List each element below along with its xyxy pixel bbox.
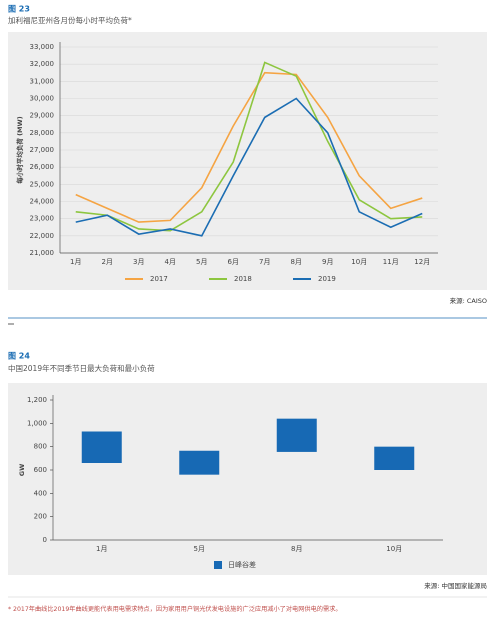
y-tick-label: 24,000 [30, 198, 55, 206]
x-tick-label: 8月 [291, 258, 302, 266]
y-tick-label: 400 [34, 489, 47, 497]
y-tick-label: 25,000 [30, 180, 55, 188]
x-tick-label: 3月 [133, 258, 144, 266]
legend-label: 2017 [150, 275, 168, 283]
x-tick-label: 6月 [228, 258, 239, 266]
x-tick-label: 4月 [165, 258, 176, 266]
figure-label: 图 24 [8, 352, 30, 361]
figure-label: 图 23 [8, 5, 30, 14]
y-tick-label: 1,000 [27, 419, 47, 427]
y-tick-label: 32,000 [30, 60, 55, 68]
legend-label: 2019 [318, 275, 336, 283]
y-tick-label: 27,000 [30, 146, 55, 154]
y-tick-label: 0 [43, 536, 47, 544]
chart-title: 加利福尼亚州各月份每小时平均负荷* [8, 15, 132, 25]
source: 来源: CAISO [450, 296, 487, 305]
range-bar [179, 450, 220, 475]
x-tick-label: 1月 [96, 545, 107, 553]
y-tick-label: 26,000 [30, 163, 55, 171]
x-tick-label: 1月 [70, 258, 81, 266]
y-tick-label: 21,000 [30, 249, 55, 257]
x-tick-label: 7月 [259, 258, 270, 266]
y-axis-label: GW [18, 464, 26, 477]
y-tick-label: 600 [34, 466, 47, 474]
y-tick-label: 800 [34, 443, 47, 451]
y-tick-label: 1,200 [27, 396, 47, 404]
x-tick-label: 8月 [291, 545, 302, 553]
legend-label: 2018 [234, 275, 252, 283]
y-axis-label: 每小时平均负荷 (MW) [15, 116, 24, 183]
legend-swatch [214, 561, 222, 569]
y-tick-label: 200 [34, 513, 47, 521]
footnote: * 2017年曲线比2019年曲线更能代表用电需求特点，因为家用用户铜光伏发电设… [8, 605, 342, 613]
y-tick-label: 31,000 [30, 77, 55, 85]
x-tick-label: 2月 [102, 258, 113, 266]
range-bar [374, 446, 415, 470]
line [75, 61, 423, 232]
x-tick-label: 10月 [351, 258, 367, 266]
y-tick-label: 23,000 [30, 215, 55, 223]
range-bar [81, 431, 122, 463]
line [75, 71, 423, 223]
x-tick-label: 5月 [194, 545, 205, 553]
x-tick-label: 10月 [386, 545, 402, 553]
x-tick-label: 9月 [322, 258, 333, 266]
y-tick-label: 29,000 [30, 112, 55, 120]
line [75, 97, 423, 237]
chart-title: 中国2019年不同季节日最大负荷和最小负荷 [8, 363, 155, 373]
y-tick-label: 33,000 [30, 43, 55, 51]
x-tick-label: 12月 [414, 258, 430, 266]
x-tick-label: 11月 [383, 258, 399, 266]
source: 来源: 中国国家能源局 [424, 581, 487, 590]
y-tick-label: 28,000 [30, 129, 55, 137]
y-tick-label: 22,000 [30, 232, 55, 240]
plot-panel [8, 32, 487, 290]
x-tick-label: 5月 [196, 258, 207, 266]
legend-label: 日峰谷差 [228, 560, 256, 569]
range-bar [276, 418, 317, 452]
plot-panel [8, 383, 487, 575]
y-tick-label: 30,000 [30, 95, 55, 103]
